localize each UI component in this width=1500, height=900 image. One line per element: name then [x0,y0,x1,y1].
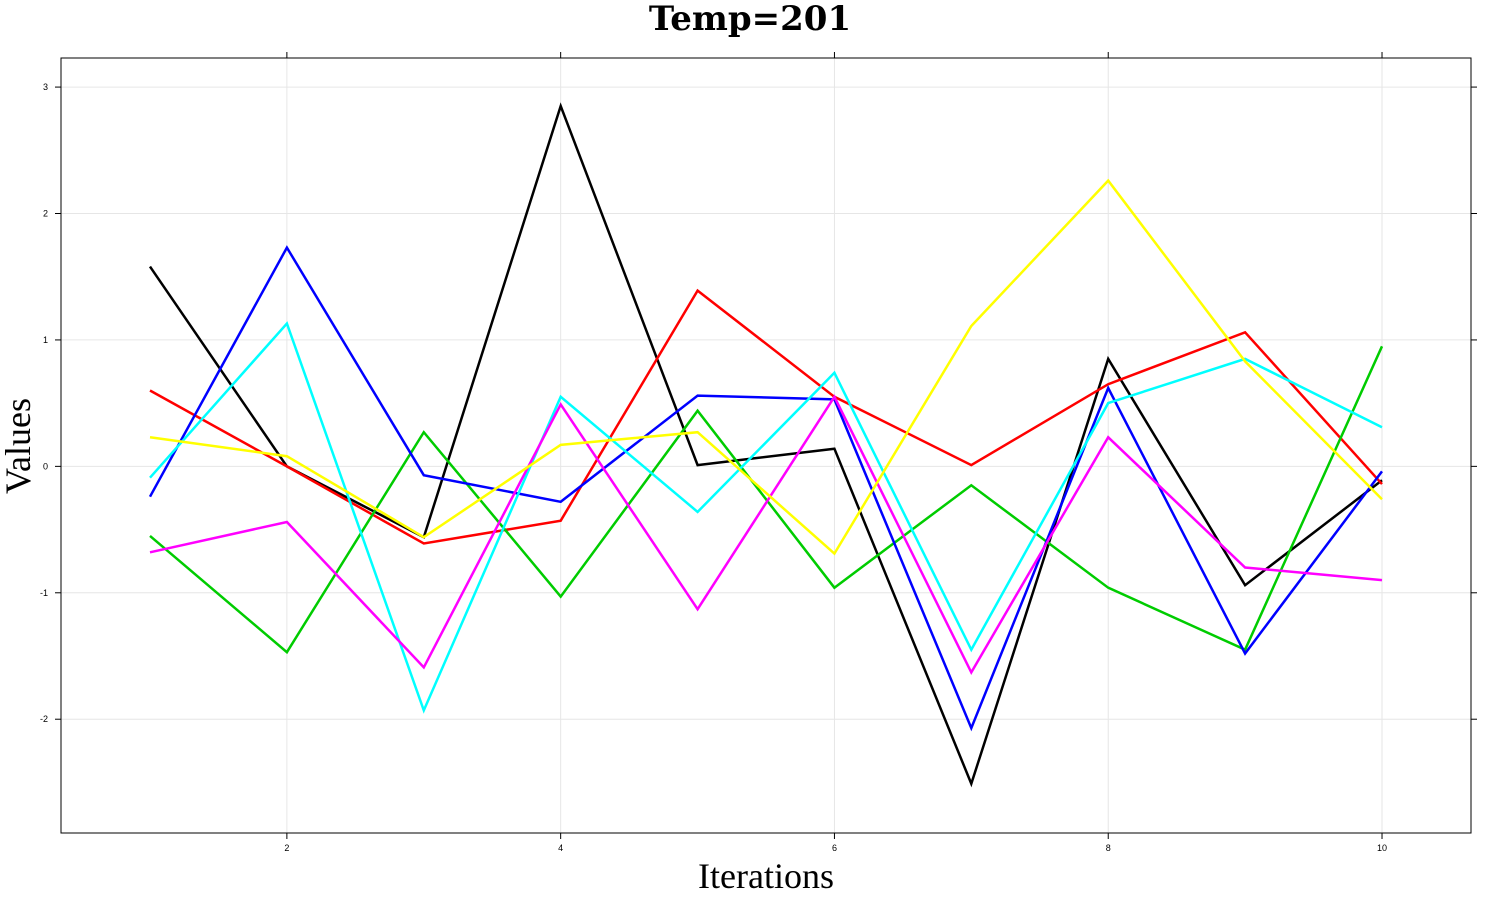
axis-ticks: 2 4 6 8 10 -2 -1 0 1 2 3 [40,52,1477,853]
series-line-1 [148,102,1383,788]
x-tick-label: 2 [284,843,289,853]
y-tick-label: 3 [43,82,48,92]
series-line-7 [149,178,1383,556]
y-tick-label: 2 [43,209,48,219]
series-line-3 [149,345,1384,655]
series-line-6 [149,394,1383,676]
plot-frame [60,57,1472,834]
y-axis-title: Values [0,398,38,494]
chart-title: Temp=201 [649,0,851,39]
x-tick-label: 10 [1377,843,1387,853]
y-tick-label: 1 [43,335,48,345]
series-line-2 [149,288,1383,545]
x-tick-label: 4 [558,843,563,853]
x-tick-label: 6 [832,843,837,853]
x-tick-label: 8 [1106,843,1111,853]
series-group [148,102,1384,788]
x-axis-title: Iterations [698,856,834,896]
y-tick-label: 0 [43,461,48,471]
grid [61,58,1471,833]
y-tick-label: -1 [40,588,48,598]
series-line-4 [148,245,1383,732]
y-tick-label: -2 [40,714,48,724]
series-line-5 [149,321,1383,714]
